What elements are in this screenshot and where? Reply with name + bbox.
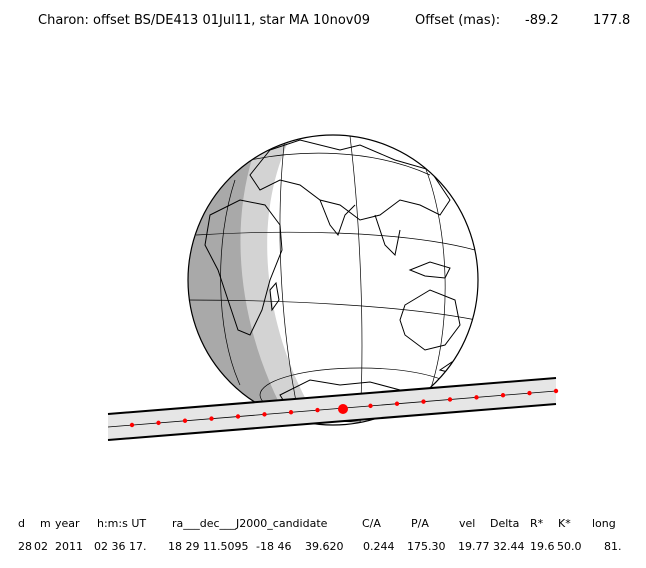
header-m: m [40,517,51,530]
cell-hms: 02 36 17. [94,540,147,553]
indonesia-coast [408,261,451,279]
cell-vel: 19.77 [458,540,490,553]
meridian-line [349,135,363,424]
globe-outline [187,134,479,426]
eurasia-coast [249,139,451,221]
track-point [182,418,188,423]
header-hms: h:m:s UT [97,517,147,530]
track-point [156,420,161,426]
track-point [474,395,479,400]
header-rstar: R* [530,517,544,530]
header-pa: P/A [411,517,429,530]
title-label: Charon: offset BS/DE413 01Jul11, star MA… [38,13,371,28]
night-zone [188,135,300,425]
parallel-line [188,299,477,321]
africa-coast [204,199,283,336]
header-radec: ra___dec___J2000_candidate [172,517,328,530]
track-point [447,397,453,402]
india-coast [319,199,356,237]
track-point [394,401,400,406]
track-point [209,416,214,421]
meridian-line [279,136,301,422]
cell-ra: 18 29 11.5095 [168,540,249,553]
cell-year: 2011 [55,540,83,553]
offset-dec-value: 177.8 [593,13,631,28]
track-point [421,399,426,404]
track-point [129,422,135,428]
indochina-coast [374,214,401,257]
track-point [527,390,532,396]
track-point [500,393,506,398]
shadow-south-limit [107,403,557,441]
cell-delta: 32.44 [493,540,525,553]
cell-candidate: 39.620 [305,540,344,553]
track-point [235,414,241,419]
cell-m: 02 [34,540,48,553]
offset-ra-value: -89.2 [525,13,559,28]
track-point [368,403,373,409]
meridian-line [419,154,446,406]
header-vel: vel [459,517,476,530]
cell-dec: -18 46 [256,540,292,553]
offset-label: Offset (mas): [415,13,501,28]
shadow-path [107,377,557,441]
header-delta: Delta [490,517,520,530]
track-point [553,388,559,394]
header-year: year [55,517,80,530]
cell-kstar: 50.0 [557,540,582,553]
track-point [315,407,320,413]
cell-ca: 0.244 [363,540,395,553]
madagascar-coast [269,281,280,312]
event-table: d m year h:m:s UT ra___dec___J2000_candi… [0,510,646,560]
title-bar: Charon: offset BS/DE413 01Jul11, star MA… [0,0,646,30]
cell-rstar: 19.6 [530,540,555,553]
header-ca: C/A [362,517,381,530]
header-d: d [18,517,25,530]
header-kstar: K* [558,517,571,530]
shadow-centerline [107,390,557,428]
track-point [262,412,267,417]
cell-pa: 175.30 [407,540,446,553]
meridian-line [220,179,241,386]
closest-approach-marker [338,404,348,414]
track-point [288,410,294,415]
australia-coast [399,289,461,351]
parallel-line [249,152,431,176]
track-points [129,388,559,428]
shadow-north-limit [107,377,557,415]
header-long: long [592,517,616,530]
cell-long: 81. [604,540,622,553]
cell-d: 28 [18,540,32,553]
